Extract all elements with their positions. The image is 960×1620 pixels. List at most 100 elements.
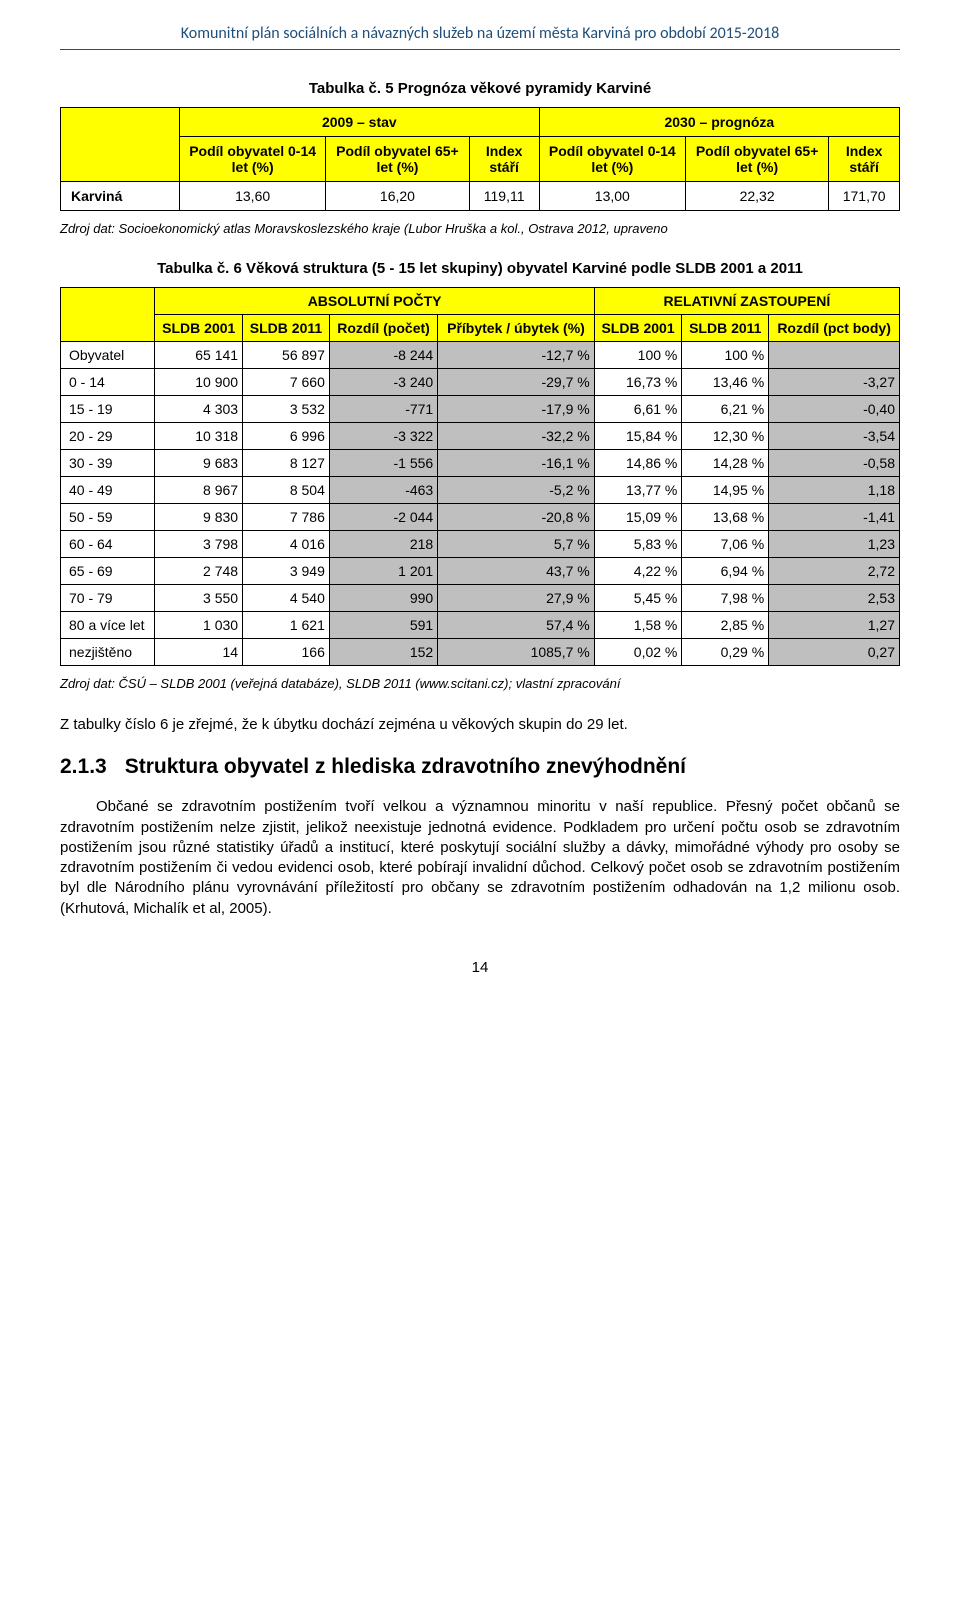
table6-cell: 4 303 [155, 396, 243, 423]
table-row: 60 - 643 7984 0162185,7 %5,83 %7,06 %1,2… [61, 531, 900, 558]
table-row: 65 - 692 7483 9491 20143,7 %4,22 %6,94 %… [61, 558, 900, 585]
table-row: 70 - 793 5504 54099027,9 %5,45 %7,98 %2,… [61, 585, 900, 612]
table6-row-label: 40 - 49 [61, 477, 155, 504]
table6-col-3: Příbytek / úbytek (%) [438, 315, 595, 342]
table6-cell: 3 949 [243, 558, 330, 585]
table6-cell: 14 [155, 639, 243, 666]
table6-cell: -0,58 [769, 450, 900, 477]
table6-cell: 7,98 % [682, 585, 769, 612]
table5-cell: 16,20 [326, 182, 469, 211]
table5-col-0: Podíl obyvatel 0-14 let (%) [180, 137, 326, 182]
table6-cell: 13,77 % [594, 477, 682, 504]
table6-cell: -771 [329, 396, 437, 423]
table5-col-2: Index stáří [469, 137, 539, 182]
table6-row-label: 15 - 19 [61, 396, 155, 423]
table6-cell: -29,7 % [438, 369, 595, 396]
table6-cell: -32,2 % [438, 423, 595, 450]
table6-cell: 9 683 [155, 450, 243, 477]
table6-section-row: ABSOLUTNÍ POČTY RELATIVNÍ ZASTOUPENÍ [61, 288, 900, 315]
table6-cell: 4 540 [243, 585, 330, 612]
table6-cell: 5,83 % [594, 531, 682, 558]
table6-cell: 7 786 [243, 504, 330, 531]
table5-data-row: Karviná 13,60 16,20 119,11 13,00 22,32 1… [61, 182, 900, 211]
table5-super-2009: 2009 – stav [180, 108, 540, 137]
table6-cell: 3 798 [155, 531, 243, 558]
table6-cell: 218 [329, 531, 437, 558]
table6-cell: 1,58 % [594, 612, 682, 639]
table6-cell: 1,18 [769, 477, 900, 504]
table6-cell: 6 996 [243, 423, 330, 450]
table6-cell: 2 748 [155, 558, 243, 585]
table6-cell: 15,09 % [594, 504, 682, 531]
table6-cell: -16,1 % [438, 450, 595, 477]
table5-header-row: Podíl obyvatel 0-14 let (%) Podíl obyvat… [61, 137, 900, 182]
table6-row-label: 80 a více let [61, 612, 155, 639]
table-row: 30 - 399 6838 127-1 556-16,1 %14,86 %14,… [61, 450, 900, 477]
table6-cell: 1,23 [769, 531, 900, 558]
table5-cell: 119,11 [469, 182, 539, 211]
table6-row-label: 20 - 29 [61, 423, 155, 450]
table6-cell: 14,86 % [594, 450, 682, 477]
table6-row-label: 70 - 79 [61, 585, 155, 612]
table6-cell: 10 318 [155, 423, 243, 450]
table6-cell: 7 660 [243, 369, 330, 396]
table6-cell: -20,8 % [438, 504, 595, 531]
table6-cell: 2,85 % [682, 612, 769, 639]
table6-cell: 1,27 [769, 612, 900, 639]
section-title: Struktura obyvatel z hlediska zdravotníh… [125, 755, 686, 778]
table5-col-3: Podíl obyvatel 0-14 let (%) [539, 137, 685, 182]
table5-corner [61, 108, 180, 182]
table5-cell: 171,70 [829, 182, 900, 211]
table6-cell: 65 141 [155, 342, 243, 369]
table6-cell: 14,28 % [682, 450, 769, 477]
table6-col-2: Rozdíl (počet) [329, 315, 437, 342]
table6-col-6: Rozdíl (pct body) [769, 315, 900, 342]
table5-citation: Zdroj dat: Socioekonomický atlas Moravsk… [60, 221, 900, 236]
table5-col-4: Podíl obyvatel 65+ let (%) [685, 137, 828, 182]
table6-cell: 8 504 [243, 477, 330, 504]
table6-cell: 13,68 % [682, 504, 769, 531]
table6-cell: 3 550 [155, 585, 243, 612]
table6-row-label: 30 - 39 [61, 450, 155, 477]
table5-caption: Tabulka č. 5 Prognóza věkové pyramidy Ka… [60, 80, 900, 97]
table6-cell: 1085,7 % [438, 639, 595, 666]
table6-cell: 6,94 % [682, 558, 769, 585]
table6-cell: 57,4 % [438, 612, 595, 639]
table6-cell: 990 [329, 585, 437, 612]
table6-cell: 16,73 % [594, 369, 682, 396]
table6-row-label: 60 - 64 [61, 531, 155, 558]
table-row: Obyvatel65 14156 897-8 244-12,7 %100 %10… [61, 342, 900, 369]
table6-cell: 1 030 [155, 612, 243, 639]
table6-cell: 12,30 % [682, 423, 769, 450]
table6-cell: 10 900 [155, 369, 243, 396]
table6-row-label: 65 - 69 [61, 558, 155, 585]
page-number: 14 [60, 959, 900, 976]
table6-corner [61, 288, 155, 342]
table6-cell: 1 201 [329, 558, 437, 585]
table6-cell: -8 244 [329, 342, 437, 369]
table6-cell: -3,27 [769, 369, 900, 396]
table6-col-1: SLDB 2011 [243, 315, 330, 342]
table6-cell: -3 322 [329, 423, 437, 450]
table-row: 15 - 194 3033 532-771-17,9 %6,61 %6,21 %… [61, 396, 900, 423]
table-row: nezjištěno141661521085,7 %0,02 %0,29 %0,… [61, 639, 900, 666]
table6-cell: -5,2 % [438, 477, 595, 504]
table-row: 50 - 599 8307 786-2 044-20,8 %15,09 %13,… [61, 504, 900, 531]
table6-cell: 4,22 % [594, 558, 682, 585]
table6-cell: 2,72 [769, 558, 900, 585]
section-heading: 2.1.3Struktura obyvatel z hlediska zdrav… [60, 755, 900, 779]
page: Komunitní plán sociálních a návazných sl… [0, 0, 960, 1016]
table6-cell: 152 [329, 639, 437, 666]
table6-caption: Tabulka č. 6 Věková struktura (5 - 15 le… [60, 260, 900, 277]
table5: 2009 – stav 2030 – prognóza Podíl obyvat… [60, 107, 900, 211]
table6-cell: 13,46 % [682, 369, 769, 396]
table6-cell: -463 [329, 477, 437, 504]
table6-cell: 9 830 [155, 504, 243, 531]
table6-col-4: SLDB 2001 [594, 315, 682, 342]
table6: ABSOLUTNÍ POČTY RELATIVNÍ ZASTOUPENÍ SLD… [60, 287, 900, 666]
table6-cell: 56 897 [243, 342, 330, 369]
table6-cell: 0,29 % [682, 639, 769, 666]
table6-cell: 5,7 % [438, 531, 595, 558]
table6-cell: 43,7 % [438, 558, 595, 585]
table6-cell: 1 621 [243, 612, 330, 639]
